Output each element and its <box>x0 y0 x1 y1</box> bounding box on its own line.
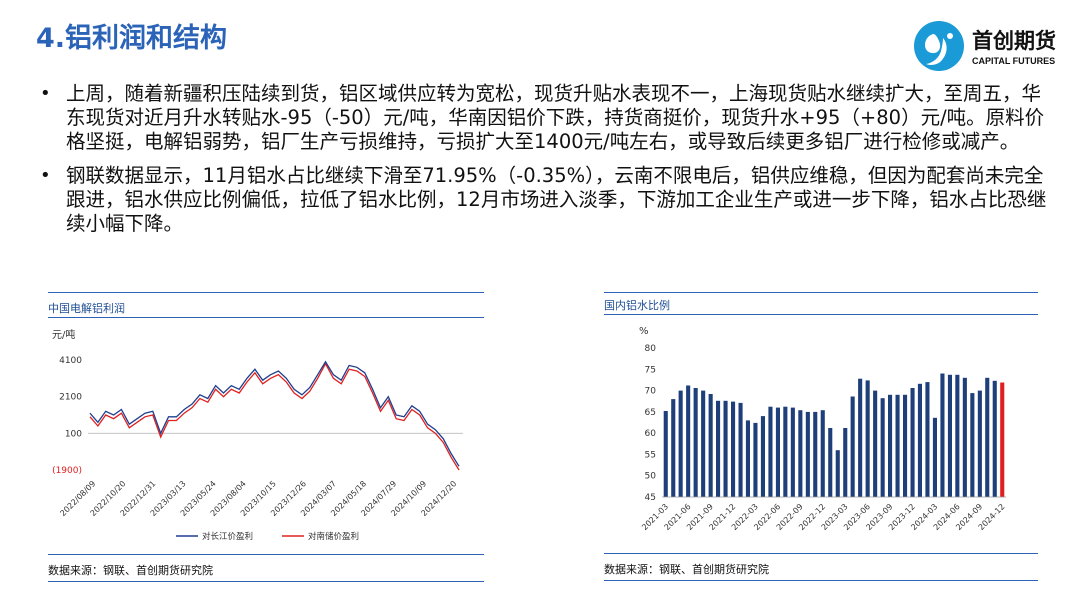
right-chart-source: 数据来源：钢联、首创期货研究院 <box>604 563 769 576</box>
panel-bottom-rule <box>48 554 484 555</box>
bar <box>835 450 840 497</box>
left-chart-source: 数据来源：钢联、首创期货研究院 <box>48 564 213 577</box>
bar <box>790 407 795 497</box>
brand-name: 首创期货 <box>972 29 1056 53</box>
bar <box>828 428 833 497</box>
y-tick-label: 70 <box>645 387 657 397</box>
panel-top-rule <box>48 292 484 293</box>
y-tick-label: 100 <box>65 429 82 439</box>
bar <box>798 410 803 497</box>
y-tick-label: 75 <box>645 365 656 375</box>
bar <box>701 390 706 497</box>
brand-logo: 首创期货 CAPITAL FUTURES <box>912 18 1072 74</box>
y-tick-label: 2100 <box>59 393 82 403</box>
panel-end-rule <box>48 581 484 582</box>
bullet-item: 上周，随着新疆积压陆续到货，铝区域供应转为宽松，现货升贴水表现不一，上海现货贴水… <box>40 82 1055 154</box>
bar <box>992 380 997 497</box>
bar <box>910 388 915 497</box>
bar <box>955 374 960 497</box>
bar <box>850 396 855 497</box>
panel-end-rule <box>604 580 1038 581</box>
bar <box>805 411 810 497</box>
hot-metal-ratio-bar-chart: %45505560657075802021-032021-062021-0920… <box>639 326 1007 532</box>
bar <box>745 420 750 497</box>
bar <box>686 385 691 497</box>
y-tick-label: 65 <box>645 408 656 418</box>
bar <box>903 394 908 497</box>
bullet-item: 钢联数据显示，11月铝水占比继续下滑至71.95%（-0.35%），云南不限电后… <box>40 164 1055 236</box>
bar <box>985 377 990 497</box>
bar <box>753 422 758 497</box>
panel-top-rule <box>604 292 1038 293</box>
bar <box>962 377 967 497</box>
panel-title-rule <box>48 317 484 318</box>
bar <box>880 398 885 497</box>
bar <box>970 393 975 497</box>
bar <box>932 417 937 497</box>
bar <box>783 406 788 497</box>
bar <box>775 407 780 497</box>
right-chart-title: 国内铝水比例 <box>604 299 670 312</box>
bar <box>663 411 668 497</box>
bar <box>947 374 952 497</box>
series-line-0 <box>89 360 460 467</box>
bar <box>693 388 698 497</box>
bar <box>940 373 945 497</box>
y-axis-unit-label: 元/吨 <box>52 328 75 341</box>
bar <box>723 400 728 497</box>
left-chart-title: 中国电解铝利润 <box>48 302 125 315</box>
bar <box>873 390 878 497</box>
slide-title: 4.铝利润和结构 <box>36 23 228 54</box>
legend-label-1: 对南储价盈利 <box>308 531 359 542</box>
right-chart-panel: 国内铝水比例 数据来源：钢联、首创期货研究院 <box>604 290 1038 590</box>
bar <box>858 378 863 497</box>
left-chart-panel: 中国电解铝利润 数据来源：钢联、首创期货研究院 <box>48 290 484 590</box>
y-tick-label: (1900) <box>52 466 82 476</box>
bar <box>731 401 736 497</box>
y-tick-label: 50 <box>645 472 657 482</box>
bar <box>760 416 765 497</box>
y-tick-label: 60 <box>645 429 657 439</box>
bar <box>678 390 683 497</box>
y-tick-label: 45 <box>645 493 656 503</box>
bar <box>716 400 721 497</box>
bar <box>843 428 848 497</box>
bar <box>1000 382 1005 497</box>
y-tick-label: 80 <box>645 344 657 354</box>
profit-line-chart: 元/吨41002100100(1900)2022/08/092022/10/20… <box>52 328 463 542</box>
panel-title-rule <box>604 314 1038 315</box>
panel-bottom-rule <box>604 553 1038 554</box>
bar <box>813 411 818 497</box>
bar <box>925 382 930 497</box>
series-line-1 <box>89 362 460 471</box>
bar <box>708 394 713 497</box>
bullet-list: 上周，随着新疆积压陆续到货，铝区域供应转为宽松，现货升贴水表现不一，上海现货贴水… <box>40 82 1055 246</box>
bar <box>977 390 982 497</box>
bar <box>820 410 825 497</box>
bar <box>865 380 870 497</box>
y-tick-label: 55 <box>645 450 656 460</box>
brand-subtitle: CAPITAL FUTURES <box>972 56 1056 66</box>
bar <box>895 394 900 497</box>
y-tick-label: 4100 <box>59 356 82 366</box>
bar <box>738 402 743 497</box>
capital-futures-logo-icon <box>914 21 964 71</box>
bar <box>917 383 922 497</box>
bar <box>888 394 893 497</box>
bar <box>768 406 773 497</box>
y-axis-unit-label: % <box>639 326 649 337</box>
legend-label-0: 对长江价盈利 <box>202 531 253 542</box>
bar <box>671 399 676 497</box>
